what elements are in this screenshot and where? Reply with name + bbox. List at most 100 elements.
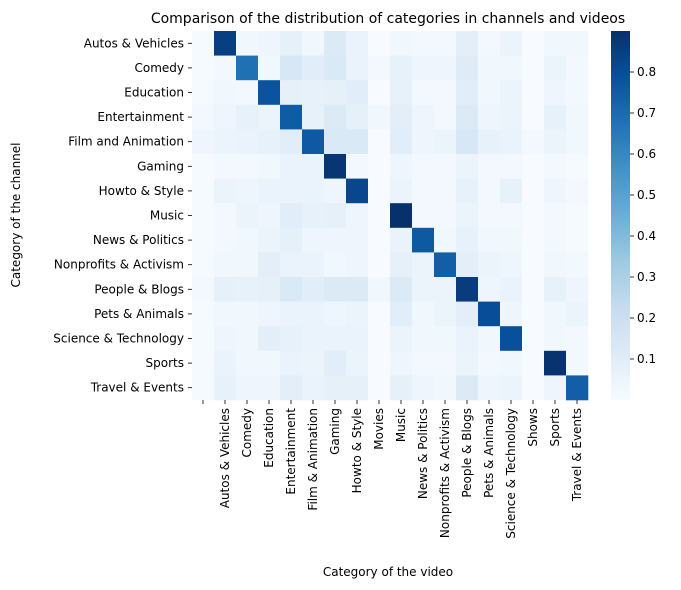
heatmap-cell <box>412 375 435 401</box>
heatmap-cell <box>500 227 523 253</box>
heatmap-cell <box>192 252 215 278</box>
heatmap-cell <box>346 252 369 278</box>
heatmap-cell <box>566 104 589 130</box>
heatmap-cell <box>456 227 479 253</box>
heatmap-cell <box>346 154 369 179</box>
heatmap-cell <box>214 104 237 130</box>
heatmap-cell <box>324 227 347 253</box>
heatmap-cell <box>236 375 259 401</box>
heatmap-cell <box>412 326 435 352</box>
heatmap-cell <box>434 326 457 352</box>
x-tick-label: Nonprofits & Activism <box>438 408 452 538</box>
heatmap-cell <box>346 80 369 106</box>
heatmap-cell <box>236 104 259 130</box>
heatmap-cell <box>544 301 567 327</box>
heatmap-cell <box>500 178 523 204</box>
heatmap-cell <box>258 129 281 155</box>
heatmap-cell <box>566 326 589 352</box>
heatmap-cell <box>566 55 589 81</box>
heatmap-cell <box>390 80 413 106</box>
heatmap-cell <box>434 55 457 81</box>
heatmap-cell <box>500 350 523 376</box>
colorbar-tick-label: 0.5 <box>637 188 656 202</box>
heatmap-cell <box>214 277 237 302</box>
heatmap-cell <box>214 350 237 376</box>
heatmap-cell <box>544 252 567 278</box>
heatmap-cell <box>522 154 545 179</box>
heatmap-cell <box>324 55 347 81</box>
heatmap-cell <box>434 104 457 130</box>
heatmap-cell <box>434 277 457 302</box>
heatmap-cell <box>478 178 501 204</box>
heatmap-cell <box>500 277 523 302</box>
heatmap-cell <box>544 375 567 401</box>
heatmap-cell <box>280 129 303 155</box>
colorbar-ticks: 0.1 0.2 0.3 0.4 0.5 0.6 0.7 0.8 <box>630 65 656 366</box>
heatmap-cell <box>346 178 369 204</box>
heatmap-cell <box>412 277 435 302</box>
heatmap-cell <box>434 350 457 376</box>
heatmap-cell <box>192 350 215 376</box>
x-tick-label: Gaming <box>328 408 342 455</box>
heatmap-cell <box>192 203 215 229</box>
heatmap-cell <box>236 55 259 81</box>
heatmap-cell <box>456 203 479 229</box>
heatmap-cell <box>478 301 501 327</box>
heatmap-cell <box>302 227 325 253</box>
heatmap-cell <box>368 129 391 155</box>
heatmap-cell <box>522 203 545 229</box>
heatmap-cell <box>280 375 303 401</box>
heatmap-cell <box>258 301 281 327</box>
heatmap-cell <box>302 31 325 56</box>
heatmap-cell <box>456 350 479 376</box>
heatmap-cell <box>412 178 435 204</box>
heatmap-cell <box>346 104 369 130</box>
heatmap-cell <box>280 277 303 302</box>
heatmap-cell <box>390 326 413 352</box>
x-tick-label: Film & Animation <box>306 408 320 511</box>
heatmap-cell <box>434 375 457 401</box>
x-tick-label: Entertainment <box>284 408 298 495</box>
heatmap-cell <box>346 350 369 376</box>
heatmap-cell <box>500 301 523 327</box>
heatmap-cell <box>236 154 259 179</box>
heatmap-cell <box>478 31 501 56</box>
heatmap-cell <box>236 203 259 229</box>
heatmap-cell <box>214 129 237 155</box>
heatmap-cell <box>236 277 259 302</box>
heatmap-cell <box>412 227 435 253</box>
heatmap-cell <box>456 178 479 204</box>
colorbar-tick-label: 0.1 <box>637 352 656 366</box>
y-tick-label: Entertainment <box>97 110 184 124</box>
heatmap-cell <box>522 326 545 352</box>
heatmap-cell <box>192 55 215 81</box>
heatmap-cell <box>544 31 567 56</box>
heatmap-cell <box>214 375 237 401</box>
heatmap-cell <box>390 104 413 130</box>
heatmap-cell <box>236 252 259 278</box>
heatmap-cell <box>522 129 545 155</box>
heatmap-cell <box>500 154 523 179</box>
y-tick-label: People & Blogs <box>94 282 184 296</box>
heatmap-cell <box>544 326 567 352</box>
heatmap-cell <box>500 31 523 56</box>
heatmap-cell <box>346 326 369 352</box>
heatmap-cell <box>236 301 259 327</box>
heatmap-cell <box>258 80 281 106</box>
heatmap-cell <box>368 252 391 278</box>
y-tick-label: Howto & Style <box>99 184 184 198</box>
heatmap-cell <box>478 326 501 352</box>
heatmap-cell <box>280 301 303 327</box>
heatmap-cell <box>192 154 215 179</box>
heatmap-cell <box>412 55 435 81</box>
x-tick-label: Movies <box>372 408 386 450</box>
heatmap-cell <box>258 350 281 376</box>
heatmap-cell <box>544 129 567 155</box>
heatmap-cell <box>434 31 457 56</box>
heatmap-cell <box>566 227 589 253</box>
heatmap-cell <box>434 301 457 327</box>
x-tick-label: Shows <box>526 408 540 447</box>
heatmap-cell <box>522 104 545 130</box>
heatmap-cell <box>280 55 303 81</box>
